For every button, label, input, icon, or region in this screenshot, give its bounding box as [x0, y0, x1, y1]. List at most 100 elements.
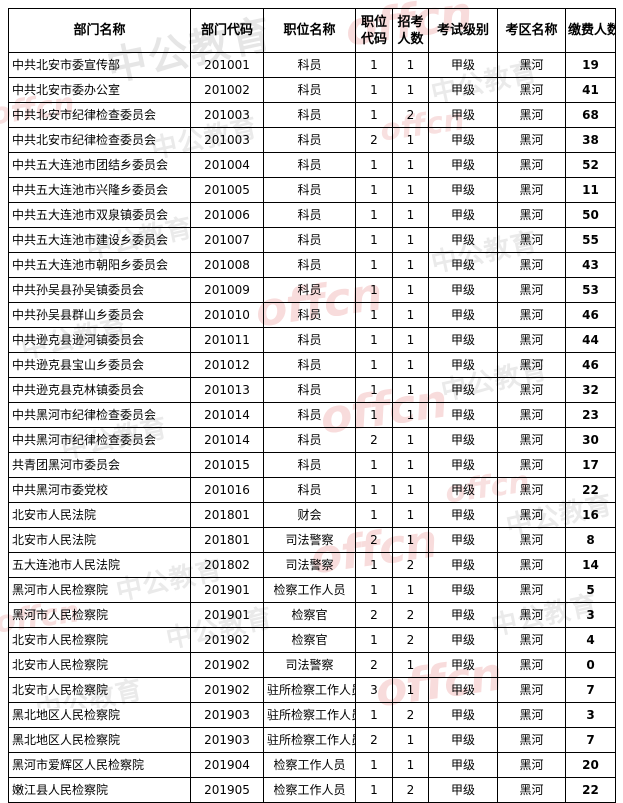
column-header-position-code-line1: 职位 [360, 14, 387, 30]
table-row: 北安市人民检察院 201902 驻所检察工作人员 3 1 甲级 黑河 7 [8, 677, 616, 703]
cell-num: 1 [392, 677, 429, 703]
cell-code: 201008 [190, 252, 264, 278]
cell-code: 201905 [190, 777, 264, 803]
cell-num: 2 [392, 102, 429, 128]
cell-area: 黑河 [497, 677, 566, 703]
cell-level: 甲级 [428, 577, 498, 603]
cell-dept: 黑河市爱辉区人民检察院 [8, 752, 191, 778]
cell-level: 甲级 [428, 327, 498, 353]
cell-num: 1 [392, 652, 429, 678]
cell-num: 1 [392, 352, 429, 378]
table-header: 部门名称 部门代码 职位名称 职位 代码 招考 人数 考试级别 考区名称 缴费人… [8, 8, 616, 53]
table-row: 中共五大连池市朝阳乡委员会 201008 科员 1 1 甲级 黑河 43 [8, 252, 616, 278]
cell-dept: 中共五大连池市团结乡委员会 [8, 152, 191, 178]
table-row: 中共北安市纪律检查委员会 201003 科员 1 2 甲级 黑河 68 [8, 102, 616, 128]
cell-job: 检察工作人员 [263, 577, 356, 603]
cell-area: 黑河 [497, 502, 566, 528]
cell-area: 黑河 [497, 552, 566, 578]
cell-area: 黑河 [497, 302, 566, 328]
cell-code: 201016 [190, 477, 264, 503]
cell-num: 1 [392, 452, 429, 478]
cell-level: 甲级 [428, 602, 498, 628]
cell-code: 201801 [190, 502, 264, 528]
cell-code: 201012 [190, 352, 264, 378]
cell-code: 201005 [190, 177, 264, 203]
cell-dept: 黑北地区人民检察院 [8, 702, 191, 728]
cell-level: 甲级 [428, 527, 498, 553]
table-body: 中共北安市委宣传部 201001 科员 1 1 甲级 黑河 19 中共北安市委办公室 201002… [8, 52, 616, 803]
cell-code: 201013 [190, 377, 264, 403]
cell-jcode: 1 [355, 477, 393, 503]
cell-job: 科员 [263, 127, 356, 153]
table-row: 黑北地区人民检察院 201903 驻所检察工作人员 2 1 甲级 黑河 7 [8, 727, 616, 753]
cell-job: 驻所检察工作人员 [263, 727, 356, 753]
table-row: 黑河市人民检察院 201901 检察工作人员 1 1 甲级 黑河 5 [8, 577, 616, 603]
cell-jcode: 1 [355, 627, 393, 653]
column-header-position-code-line2: 代码 [360, 31, 387, 47]
table-row: 中共黑河市纪律检查委员会 201014 科员 1 1 甲级 黑河 23 [8, 402, 616, 428]
cell-pay: 50 [565, 202, 616, 228]
cell-job: 科员 [263, 477, 356, 503]
cell-level: 甲级 [428, 452, 498, 478]
column-header-exam-area: 考区名称 [497, 8, 566, 53]
cell-jcode: 1 [355, 177, 393, 203]
table-row: 中共黑河市纪律检查委员会 201014 科员 2 1 甲级 黑河 30 [8, 427, 616, 453]
cell-dept: 北安市人民法院 [8, 527, 191, 553]
cell-level: 甲级 [428, 152, 498, 178]
cell-job: 科员 [263, 427, 356, 453]
cell-pay: 30 [565, 427, 616, 453]
table-row: 中共孙吴县孙吴镇委员会 201009 科员 1 1 甲级 黑河 53 [8, 277, 616, 303]
cell-level: 甲级 [428, 352, 498, 378]
cell-pay: 46 [565, 302, 616, 328]
cell-code: 201903 [190, 727, 264, 753]
cell-job: 科员 [263, 277, 356, 303]
cell-dept: 中共五大连池市双泉镇委员会 [8, 202, 191, 228]
cell-num: 1 [392, 177, 429, 203]
column-header-recruit-count-line2: 人数 [397, 31, 424, 47]
cell-level: 甲级 [428, 502, 498, 528]
cell-jcode: 1 [355, 202, 393, 228]
cell-code: 201001 [190, 52, 264, 78]
cell-area: 黑河 [497, 427, 566, 453]
table-row: 中共五大连池市建设乡委员会 201007 科员 1 1 甲级 黑河 55 [8, 227, 616, 253]
cell-area: 黑河 [497, 277, 566, 303]
cell-pay: 3 [565, 702, 616, 728]
cell-area: 黑河 [497, 252, 566, 278]
cell-job: 驻所检察工作人员 [263, 702, 356, 728]
cell-jcode: 1 [355, 377, 393, 403]
cell-num: 2 [392, 777, 429, 803]
cell-jcode: 1 [355, 77, 393, 103]
table-row: 中共北安市委宣传部 201001 科员 1 1 甲级 黑河 19 [8, 52, 616, 78]
cell-area: 黑河 [497, 127, 566, 153]
cell-job: 科员 [263, 302, 356, 328]
table-row: 嫩江县人民检察院 201905 检察工作人员 1 2 甲级 黑河 22 [8, 777, 616, 803]
table-row: 中共逊克县逊河镇委员会 201011 科员 1 1 甲级 黑河 44 [8, 327, 616, 353]
cell-dept: 中共北安市委办公室 [8, 77, 191, 103]
cell-pay: 11 [565, 177, 616, 203]
cell-code: 201009 [190, 277, 264, 303]
cell-num: 1 [392, 302, 429, 328]
cell-job: 科员 [263, 52, 356, 78]
cell-job: 科员 [263, 202, 356, 228]
cell-pay: 16 [565, 502, 616, 528]
cell-area: 黑河 [497, 52, 566, 78]
cell-num: 1 [392, 127, 429, 153]
cell-pay: 14 [565, 552, 616, 578]
table-row: 中共五大连池市双泉镇委员会 201006 科员 1 1 甲级 黑河 50 [8, 202, 616, 228]
cell-job: 财会 [263, 502, 356, 528]
cell-dept: 中共逊克县宝山乡委员会 [8, 352, 191, 378]
job-listing-table-container: 部门名称 部门代码 职位名称 职位 代码 招考 人数 考试级别 考区名称 缴费人… [8, 8, 616, 803]
cell-area: 黑河 [497, 452, 566, 478]
cell-area: 黑河 [497, 477, 566, 503]
cell-pay: 53 [565, 277, 616, 303]
cell-jcode: 1 [355, 152, 393, 178]
cell-num: 1 [392, 52, 429, 78]
cell-area: 黑河 [497, 527, 566, 553]
cell-code: 201002 [190, 77, 264, 103]
cell-area: 黑河 [497, 402, 566, 428]
cell-area: 黑河 [497, 177, 566, 203]
cell-area: 黑河 [497, 602, 566, 628]
cell-pay: 43 [565, 252, 616, 278]
cell-area: 黑河 [497, 77, 566, 103]
cell-dept: 中共北安市纪律检查委员会 [8, 102, 191, 128]
